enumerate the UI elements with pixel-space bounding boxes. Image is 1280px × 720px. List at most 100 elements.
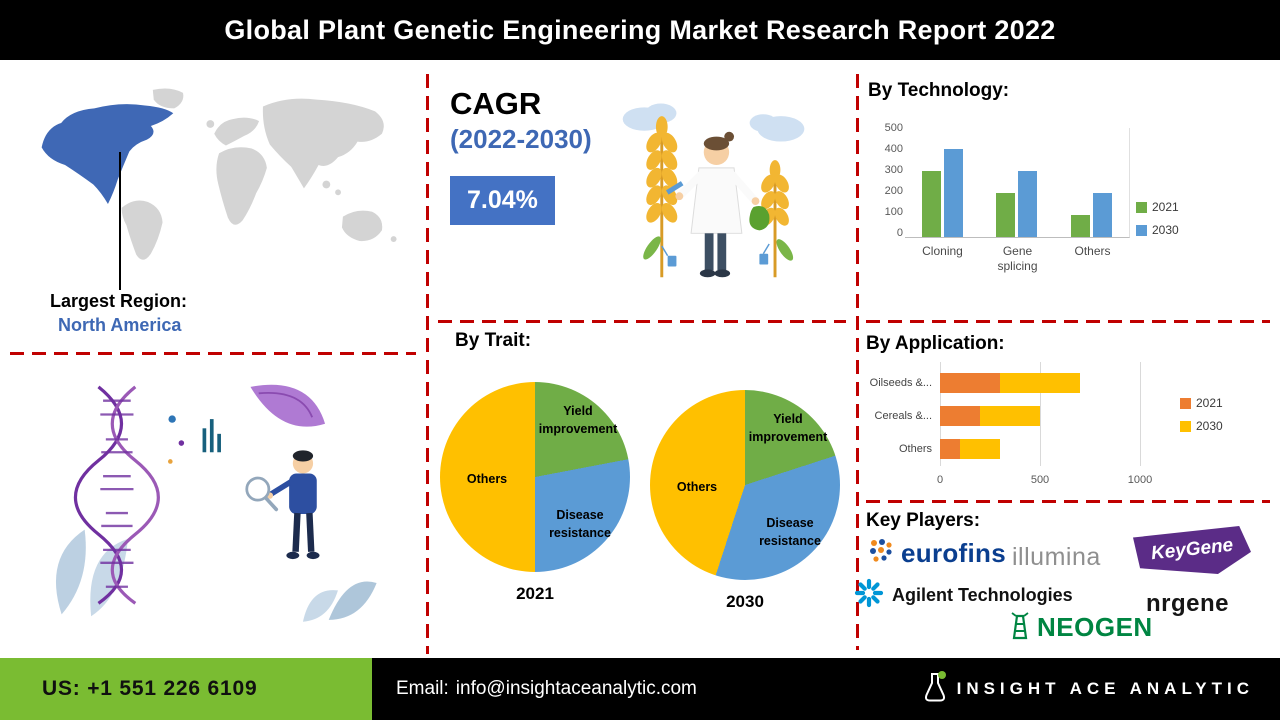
bar-segment-2030: [960, 438, 1000, 459]
legend-swatch: [1180, 420, 1191, 432]
bar-2021: [996, 193, 1016, 237]
world-map-svg: [41, 88, 397, 260]
neogen-wordmark: NEOGEN: [1037, 612, 1153, 642]
technology-chart: 500 400 300 200 100 0 Cloning Gene splicing Oth…: [878, 120, 1274, 292]
pie-block-2021: Yield improvement Disease resistance Oth…: [440, 382, 630, 614]
nrgene-wordmark: nrgene: [1146, 590, 1230, 617]
agilent-starburst-icon: [854, 578, 884, 613]
dna-illustration-svg: [55, 384, 377, 622]
scientist-illustration-svg: [622, 103, 805, 278]
legend-item-2021: 2021: [1180, 396, 1223, 410]
section-key-players: Key Players:: [866, 510, 981, 531]
pie-label-others: Others: [466, 472, 508, 486]
bar-segment-2021: [940, 405, 980, 426]
y-tick-label: 300: [884, 164, 903, 176]
logo-keygene: KeyGene: [1133, 526, 1251, 574]
legend-item-2030: 2030: [1136, 223, 1179, 237]
bar-2021: [921, 171, 941, 237]
pie-block-2030: Yield improvement Disease resistance Oth…: [650, 390, 840, 622]
bar-segment-2021: [940, 372, 1000, 393]
legend-label: 2021: [1152, 200, 1179, 214]
pie-year-2021: 2021: [516, 584, 554, 603]
logo-agilent: Agilent Technologies: [854, 578, 1073, 613]
divider-vertical-left: [426, 74, 429, 654]
x-tick-label: 500: [1030, 474, 1050, 486]
email-label: Email:: [396, 678, 449, 699]
phone-number: US: +1 551 226 6109: [42, 677, 258, 700]
email-row: Email: info@insightaceanalytic.com: [396, 678, 697, 700]
pie-chart-2030: [650, 390, 840, 580]
legend-item-2030: 2030: [1180, 419, 1223, 433]
technology-legend: 2021 2030: [1136, 200, 1179, 237]
bar-group-cloning: [921, 149, 963, 237]
divider-right-top: [866, 320, 1270, 323]
x-category-label: Others: [1074, 244, 1111, 258]
legend-item-2021: 2021: [1136, 200, 1179, 214]
eurofins-wordmark: eurofins: [901, 538, 1006, 568]
divider-middle-column: [438, 320, 846, 323]
logo-eurofins: eurofins: [868, 538, 1006, 569]
y-tick-label: 0: [896, 227, 903, 239]
application-stacked-bar: [940, 372, 1080, 393]
pie-label-yield: Yield improvement: [748, 412, 828, 445]
divider-right-bottom: [866, 500, 1270, 503]
brand: INSIGHT ACE ANALYTIC: [923, 670, 1254, 709]
brand-flask-icon: [923, 670, 947, 709]
gridline: [1040, 362, 1041, 466]
pie-label-disease: Disease resistance: [759, 516, 821, 549]
legend-label: 2030: [1152, 223, 1179, 237]
divider-left-column: [10, 352, 416, 355]
application-stacked-bar: [940, 438, 1000, 459]
agilent-wordmark: Agilent Technologies: [892, 585, 1073, 605]
application-rows: Oilseeds &... Cereals &... Others: [866, 366, 1080, 465]
x-category-label: Gene splicing: [997, 244, 1038, 273]
application-row: Others: [866, 432, 1080, 465]
legend-swatch: [1136, 201, 1147, 213]
pie-chart-2021: [440, 382, 630, 572]
bar-2030: [1018, 171, 1038, 237]
section-by-technology: By Technology:: [868, 80, 1010, 101]
email-address: info@insightaceanalytic.com: [455, 678, 697, 699]
eurofins-dots-icon: [868, 538, 894, 569]
y-tick-label: 200: [884, 185, 903, 197]
application-category-label: Others: [898, 442, 932, 455]
report-header: Global Plant Genetic Engineering Market …: [0, 0, 1280, 60]
cagr-value-badge: 7.04%: [450, 176, 555, 225]
y-tick-label: 500: [884, 122, 903, 134]
report-title: Global Plant Genetic Engineering Market …: [224, 14, 1056, 45]
pie-label-others: Others: [676, 480, 718, 494]
logo-neogen: NEOGEN: [1008, 610, 1153, 645]
application-row: Cereals &...: [866, 399, 1080, 432]
pie-label-yield: Yield improvement: [538, 404, 618, 437]
pie-year-2030: 2030: [726, 592, 764, 611]
bar-segment-2030: [1000, 372, 1080, 393]
section-by-application: By Application:: [866, 333, 1005, 354]
pie-label-disease: Disease resistance: [549, 508, 611, 541]
bar-group-gene-splicing: [996, 171, 1038, 237]
map-pointer-line: [119, 152, 121, 290]
bar-2021: [1071, 215, 1091, 237]
world-map: [28, 76, 418, 290]
keygene-wordmark: KeyGene: [1149, 534, 1235, 565]
x-tick-label: 1000: [1127, 474, 1153, 486]
legend-label: 2030: [1196, 419, 1223, 433]
footer-phone-panel: US: +1 551 226 6109: [0, 658, 372, 720]
x-category-label: Cloning: [922, 244, 963, 258]
dna-illustration: [34, 368, 384, 636]
largest-region-label: Largest Region:: [50, 291, 188, 311]
cagr-label: CAGR: [450, 86, 542, 121]
cagr-period: (2022-2030): [450, 124, 592, 154]
technology-x-labels: Cloning Gene splicing Others: [905, 244, 1130, 274]
illumina-wordmark: illumina: [1012, 543, 1101, 571]
logo-illumina: illumina: [1012, 543, 1101, 572]
bar-group-others: [1071, 193, 1113, 237]
application-chart: Oilseeds &... Cereals &... Others 0 500 1000…: [866, 362, 1272, 502]
technology-plot: [905, 128, 1130, 238]
legend-swatch: [1136, 224, 1147, 236]
application-row: Oilseeds &...: [866, 366, 1080, 399]
application-category-label: Cereals &...: [874, 409, 932, 422]
application-category-label: Oilseeds &...: [869, 376, 932, 389]
application-legend: 2021 2030: [1180, 396, 1223, 433]
bar-segment-2021: [940, 438, 960, 459]
legend-swatch: [1180, 397, 1191, 409]
